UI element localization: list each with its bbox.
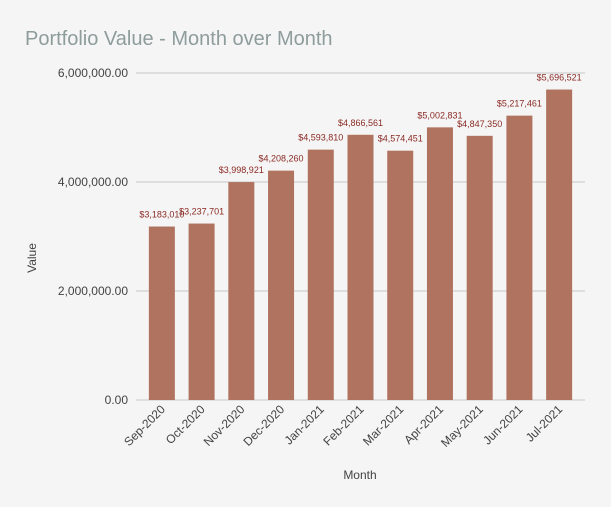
bar <box>228 182 255 400</box>
value-label: $3,183,010 <box>139 210 184 220</box>
bar <box>307 149 334 400</box>
bar <box>148 226 175 400</box>
y-tick-label: 2,000,000.00 <box>58 284 128 298</box>
value-label: $4,574,451 <box>378 134 423 144</box>
y-tick-label: 0.00 <box>105 393 129 407</box>
value-label: $4,847,350 <box>457 119 502 129</box>
bar <box>387 150 414 400</box>
bar <box>466 135 493 400</box>
bar <box>268 170 295 400</box>
bar <box>426 127 453 401</box>
y-axis-label: Value <box>25 243 39 273</box>
value-label: $5,696,521 <box>537 73 582 83</box>
bar <box>347 134 374 400</box>
y-tick-label: 4,000,000.00 <box>58 175 128 189</box>
value-label: $3,237,701 <box>179 207 224 217</box>
value-label: $4,866,561 <box>338 118 383 128</box>
bar <box>188 223 215 400</box>
value-label: $5,002,831 <box>417 110 462 120</box>
value-label: $3,998,921 <box>219 165 264 175</box>
bar <box>506 115 533 400</box>
y-tick-label: 6,000,000.00 <box>58 66 128 80</box>
value-label: $5,217,461 <box>497 99 542 109</box>
value-label: $4,593,810 <box>298 133 343 143</box>
value-label: $4,208,260 <box>259 154 304 164</box>
bar <box>546 89 573 400</box>
chart-title: Portfolio Value - Month over Month <box>25 28 333 50</box>
x-axis-label: Month <box>343 468 376 482</box>
